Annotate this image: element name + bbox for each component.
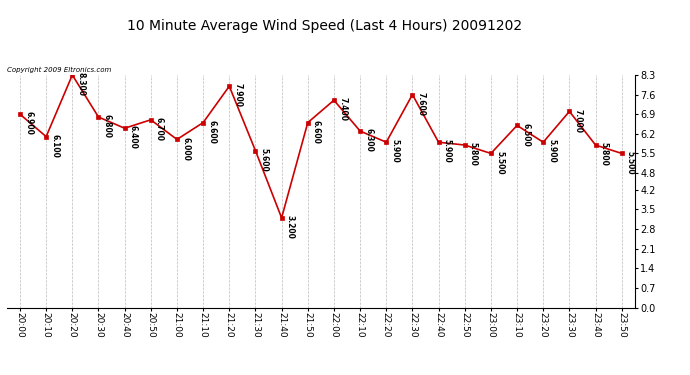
Text: 7.000: 7.000 bbox=[573, 109, 582, 133]
Text: 10 Minute Average Wind Speed (Last 4 Hours) 20091202: 10 Minute Average Wind Speed (Last 4 Hou… bbox=[127, 19, 522, 33]
Text: 6.600: 6.600 bbox=[312, 120, 321, 144]
Text: 8.300: 8.300 bbox=[77, 72, 86, 96]
Text: 6.100: 6.100 bbox=[50, 134, 59, 158]
Text: 5.500: 5.500 bbox=[626, 151, 635, 174]
Text: 3.200: 3.200 bbox=[286, 215, 295, 239]
Text: 7.400: 7.400 bbox=[338, 98, 347, 122]
Text: 6.800: 6.800 bbox=[103, 114, 112, 138]
Text: 6.500: 6.500 bbox=[521, 123, 530, 146]
Text: 6.700: 6.700 bbox=[155, 117, 164, 141]
Text: 6.600: 6.600 bbox=[207, 120, 216, 144]
Text: 5.800: 5.800 bbox=[469, 142, 478, 166]
Text: 7.600: 7.600 bbox=[417, 92, 426, 116]
Text: Copyright 2009 Eltronics.com: Copyright 2009 Eltronics.com bbox=[7, 67, 111, 73]
Text: 6.900: 6.900 bbox=[24, 111, 33, 135]
Text: 5.900: 5.900 bbox=[443, 140, 452, 163]
Text: 5.900: 5.900 bbox=[547, 140, 556, 163]
Text: 5.600: 5.600 bbox=[259, 148, 268, 172]
Text: 6.400: 6.400 bbox=[129, 126, 138, 149]
Text: 6.000: 6.000 bbox=[181, 136, 190, 160]
Text: 7.900: 7.900 bbox=[233, 83, 242, 107]
Text: 5.800: 5.800 bbox=[600, 142, 609, 166]
Text: 5.900: 5.900 bbox=[391, 140, 400, 163]
Text: 5.500: 5.500 bbox=[495, 151, 504, 174]
Text: 6.300: 6.300 bbox=[364, 128, 373, 152]
